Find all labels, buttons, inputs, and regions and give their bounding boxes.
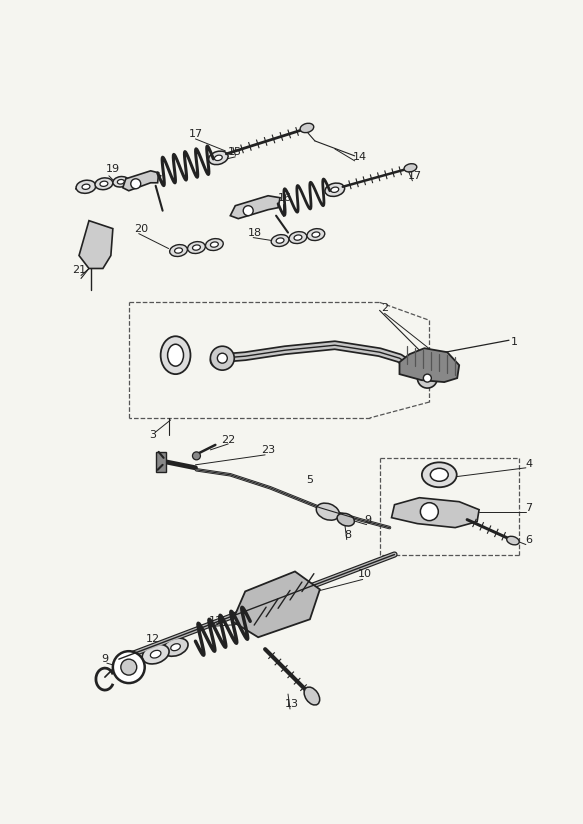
Text: 9: 9 — [101, 654, 108, 664]
Circle shape — [210, 346, 234, 370]
Ellipse shape — [205, 239, 223, 250]
Ellipse shape — [294, 235, 302, 241]
Ellipse shape — [507, 536, 519, 545]
Ellipse shape — [192, 245, 201, 250]
Ellipse shape — [289, 232, 307, 244]
Ellipse shape — [76, 180, 96, 194]
Text: 14: 14 — [353, 152, 367, 162]
Circle shape — [192, 452, 201, 460]
Circle shape — [217, 353, 227, 363]
Polygon shape — [123, 171, 159, 190]
Ellipse shape — [331, 187, 339, 193]
Ellipse shape — [271, 235, 289, 246]
Ellipse shape — [422, 462, 456, 487]
Text: 9: 9 — [364, 515, 371, 525]
Text: 12: 12 — [146, 634, 160, 644]
Text: 23: 23 — [261, 445, 275, 455]
Ellipse shape — [325, 183, 345, 196]
Text: 21: 21 — [72, 265, 86, 275]
Ellipse shape — [210, 352, 230, 368]
Polygon shape — [399, 349, 459, 382]
Text: 3: 3 — [149, 430, 156, 440]
Text: 2: 2 — [381, 303, 388, 313]
Text: 6: 6 — [525, 535, 532, 545]
Text: 18: 18 — [248, 227, 262, 237]
Ellipse shape — [117, 180, 124, 184]
Polygon shape — [156, 452, 166, 472]
Ellipse shape — [209, 151, 228, 165]
Ellipse shape — [170, 245, 187, 256]
Text: 22: 22 — [221, 435, 236, 445]
Ellipse shape — [215, 155, 222, 161]
Ellipse shape — [161, 336, 191, 374]
Polygon shape — [232, 572, 320, 637]
Text: 8: 8 — [344, 530, 352, 540]
Ellipse shape — [210, 242, 218, 247]
Ellipse shape — [430, 468, 448, 481]
Ellipse shape — [95, 178, 113, 190]
Ellipse shape — [276, 238, 284, 243]
Circle shape — [113, 651, 145, 683]
Circle shape — [121, 659, 137, 675]
Polygon shape — [230, 196, 280, 218]
Ellipse shape — [304, 687, 319, 705]
Text: 1: 1 — [511, 337, 518, 347]
Text: 19: 19 — [106, 164, 120, 174]
Text: 10: 10 — [357, 569, 371, 579]
Ellipse shape — [82, 184, 90, 190]
Circle shape — [423, 374, 431, 382]
Ellipse shape — [312, 232, 320, 237]
Ellipse shape — [167, 344, 184, 366]
Ellipse shape — [317, 503, 339, 520]
Ellipse shape — [337, 513, 354, 526]
Ellipse shape — [142, 644, 169, 664]
Circle shape — [131, 179, 141, 189]
Text: 13: 13 — [285, 699, 299, 709]
Circle shape — [243, 206, 253, 216]
Circle shape — [420, 503, 438, 521]
Text: 15: 15 — [229, 147, 243, 157]
Circle shape — [417, 368, 437, 388]
Ellipse shape — [163, 638, 188, 656]
Text: 20: 20 — [134, 223, 147, 234]
Ellipse shape — [174, 248, 182, 253]
Circle shape — [215, 354, 226, 366]
Text: 7: 7 — [525, 503, 532, 513]
Ellipse shape — [307, 228, 325, 241]
Polygon shape — [79, 221, 113, 269]
Text: 4: 4 — [525, 459, 532, 469]
Ellipse shape — [300, 124, 314, 133]
Ellipse shape — [188, 241, 205, 254]
Text: 5: 5 — [307, 475, 314, 485]
Ellipse shape — [404, 164, 417, 172]
Ellipse shape — [100, 181, 108, 186]
Text: 17: 17 — [188, 129, 202, 139]
Ellipse shape — [171, 644, 180, 651]
Text: 11: 11 — [208, 616, 222, 626]
Text: 17: 17 — [408, 171, 422, 180]
Polygon shape — [392, 498, 479, 527]
Ellipse shape — [150, 650, 161, 658]
Text: 16: 16 — [278, 193, 292, 203]
Ellipse shape — [113, 176, 129, 187]
